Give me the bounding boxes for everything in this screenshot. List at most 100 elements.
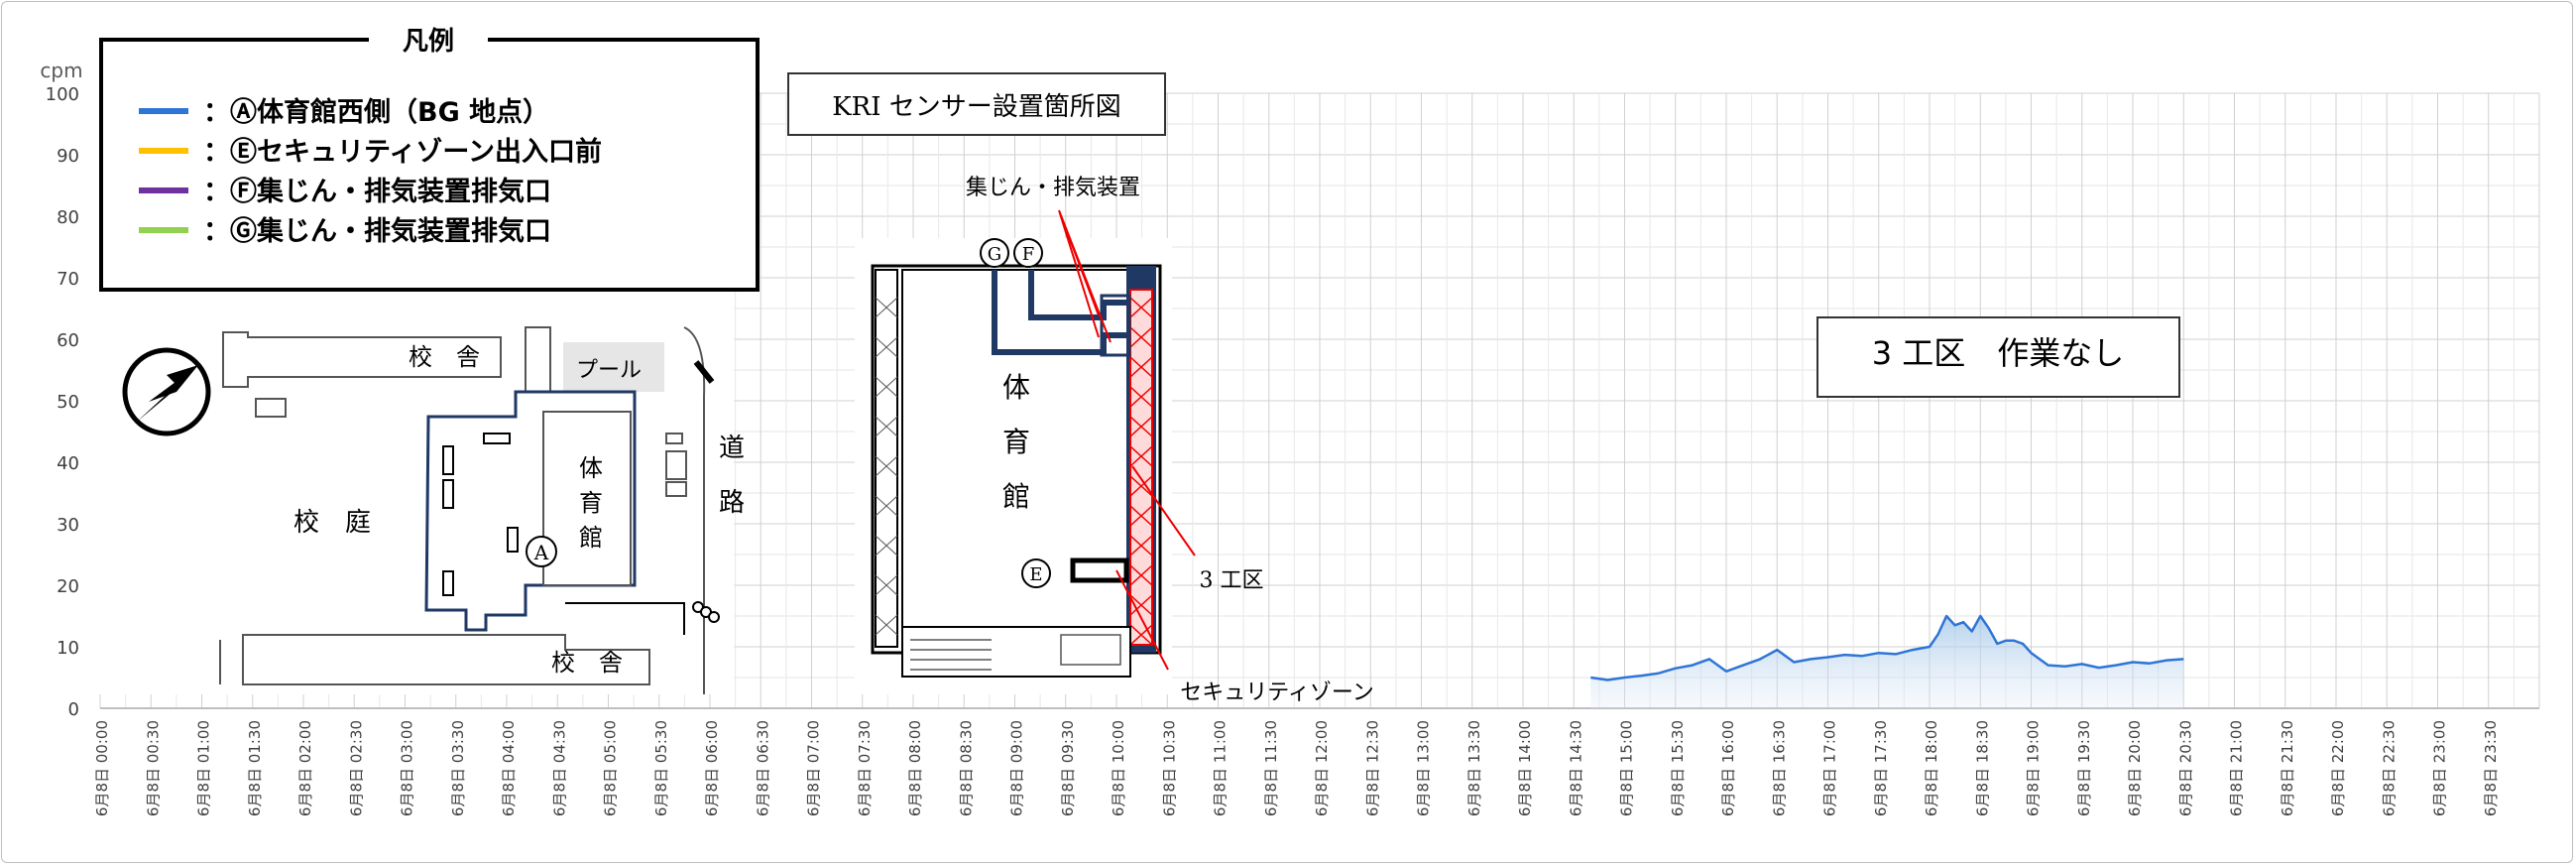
x-tick-label: 6月8日 23:30 <box>2482 720 2500 816</box>
gym-detail-map: E G F 体 育 館 集じん・排気装置 3 工区 セキュリティゾーン <box>855 176 1374 705</box>
y-tick-label: 40 <box>57 453 79 474</box>
x-tick-label: 6月8日 22:00 <box>2329 720 2347 816</box>
x-tick-label: 6月8日 00:30 <box>144 720 162 816</box>
legend-item-label: ：Ⓕ集じん・排気装置排気口 <box>203 176 551 207</box>
x-tick-label: 6月8日 21:30 <box>2279 720 2296 816</box>
legend-item-label: ：Ⓖ集じん・排気装置排気口 <box>203 215 551 247</box>
x-tick-label: 6月8日 00:00 <box>93 720 111 816</box>
road-label-2: 路 <box>719 488 745 518</box>
courtyard-label: 校 庭 <box>293 508 371 538</box>
annotation-text: 3 工区 作業なし <box>1872 334 2125 372</box>
x-tick-label: 6月8日 06:00 <box>703 720 721 816</box>
gym-wall-hatch <box>875 269 898 648</box>
x-tick-label: 6月8日 04:00 <box>500 720 518 816</box>
x-tick-label: 6月8日 10:30 <box>1160 720 1178 816</box>
x-tick-label: 6月8日 16:30 <box>1770 720 1788 816</box>
sensor-g-marker <box>980 238 1009 268</box>
x-tick-label: 6月8日 14:00 <box>1516 720 1534 816</box>
road-label-1: 道 <box>719 433 745 463</box>
legend: 凡例 ：Ⓐ体育館西側（BG 地点） ：Ⓔセキュリティゾーン出入口前 ：Ⓕ集じん・排気… <box>99 24 760 292</box>
x-tick-label: 6月8日 13:30 <box>1465 720 1483 816</box>
legend-item-label: ：Ⓐ体育館西側（BG 地点） <box>203 96 549 128</box>
x-axis: 6月8日 00:00 6月8日 00:30 6月8日 01:00 6月8日 01:30… <box>93 720 2500 816</box>
x-tick-label: 6月8日 07:00 <box>805 720 823 816</box>
x-tick-label: 6月8日 20:30 <box>2176 720 2194 816</box>
sensor-g-label: G <box>988 244 1001 265</box>
gym-small-label-3: 館 <box>579 524 603 552</box>
series-line <box>1590 614 2184 681</box>
x-tick-label: 6月8日 02:00 <box>296 720 314 816</box>
gym-big-label-2: 育 <box>1002 426 1030 458</box>
x-tick-label: 6月8日 08:30 <box>957 720 975 816</box>
legend-title: 凡例 <box>403 27 454 57</box>
legend-item-label: ：Ⓔセキュリティゾーン出入口前 <box>203 136 602 168</box>
x-tick-label: 6月8日 17:30 <box>1872 720 1890 816</box>
x-tick-label: 6月8日 01:30 <box>246 720 264 816</box>
gym-small-label-1: 体 <box>579 454 603 482</box>
x-tick-label: 6月8日 18:30 <box>1973 720 1991 816</box>
annotation-box: 3 工区 作業なし <box>1816 316 2180 398</box>
compass-icon <box>122 347 211 436</box>
x-tick-label: 6月8日 18:00 <box>1923 720 1940 816</box>
x-tick-label: 6月8日 10:00 <box>1110 720 1127 816</box>
x-tick-label: 6月8日 12:30 <box>1363 720 1381 816</box>
y-tick-label: 30 <box>57 515 79 536</box>
x-tick-label: 6月8日 22:30 <box>2380 720 2398 816</box>
x-tick-label: 6月8日 09:00 <box>1008 720 1026 816</box>
x-tick-label: 6月8日 14:30 <box>1567 720 1584 816</box>
school-building-bottom-label: 校 舎 <box>551 649 623 677</box>
series-area <box>1590 614 2184 708</box>
x-tick-label: 6月8日 16:00 <box>1719 720 1737 816</box>
y-tick-label: 60 <box>57 330 79 351</box>
zone3-label: 3 工区 <box>1200 568 1264 593</box>
x-tick-label: 6月8日 15:00 <box>1618 720 1636 816</box>
y-tick-label: 0 <box>68 699 79 720</box>
sensor-a-marker <box>526 536 557 567</box>
security-zone-label: セキュリティゾーン <box>1180 680 1374 705</box>
x-tick-label: 6月8日 05:00 <box>602 720 620 816</box>
collector-label: 集じん・排気装置 <box>966 176 1140 200</box>
x-tick-label: 6月8日 20:00 <box>2126 720 2144 816</box>
gym-big-label-3: 館 <box>1002 480 1030 513</box>
zone3-hatch <box>1129 289 1153 646</box>
site-map: プール 校 舎 体 育 館 校 庭 A 道 路 校 舎 <box>99 288 745 694</box>
y-tick-label: 50 <box>57 392 79 413</box>
x-tick-label: 6月8日 06:30 <box>754 720 771 816</box>
x-tick-label: 6月8日 11:30 <box>1262 720 1280 816</box>
y-tick-label: 100 <box>46 84 79 105</box>
sensor-e-marker <box>1021 558 1051 588</box>
x-tick-label: 6月8日 03:00 <box>399 720 416 816</box>
school-building-top-label: 校 舎 <box>409 343 480 371</box>
y-axis-label: cpm <box>40 59 82 82</box>
x-tick-label: 6月8日 13:00 <box>1415 720 1433 816</box>
y-axis: 0 10 20 30 40 50 60 70 80 90 100 <box>46 84 79 720</box>
y-tick-label: 80 <box>57 207 79 228</box>
sensor-a-label: A <box>533 541 549 564</box>
pool-label: プール <box>576 358 642 383</box>
road-markers <box>692 601 720 623</box>
gym-small-label-2: 育 <box>579 489 603 517</box>
x-tick-label: 6月8日 02:30 <box>347 720 365 816</box>
x-tick-label: 6月8日 08:00 <box>906 720 924 816</box>
x-tick-label: 6月8日 15:30 <box>1669 720 1687 816</box>
x-tick-label: 6月8日 11:00 <box>1212 720 1229 816</box>
x-tick-label: 6月8日 21:00 <box>2228 720 2246 816</box>
x-tick-label: 6月8日 19:30 <box>2075 720 2093 816</box>
x-tick-label: 6月8日 01:00 <box>195 720 213 816</box>
x-tick-label: 6月8日 23:00 <box>2431 720 2449 816</box>
series-area-fill <box>1590 616 2184 708</box>
gym-big-label-1: 体 <box>1002 371 1030 404</box>
x-tick-label: 6月8日 12:00 <box>1313 720 1331 816</box>
y-tick-label: 20 <box>57 576 79 597</box>
y-tick-label: 10 <box>57 638 79 659</box>
y-tick-label: 70 <box>57 269 79 290</box>
x-tick-label: 6月8日 04:30 <box>550 720 568 816</box>
sensor-f-label: F <box>1022 244 1035 265</box>
sensor-e-label: E <box>1029 564 1042 585</box>
map-title-box: KRI センサー設置箇所図 <box>787 72 1166 136</box>
x-tick-label: 6月8日 07:30 <box>856 720 874 816</box>
y-tick-label: 90 <box>57 146 79 167</box>
sensor-f-marker <box>1013 238 1043 268</box>
x-tick-label: 6月8日 17:00 <box>1821 720 1839 816</box>
